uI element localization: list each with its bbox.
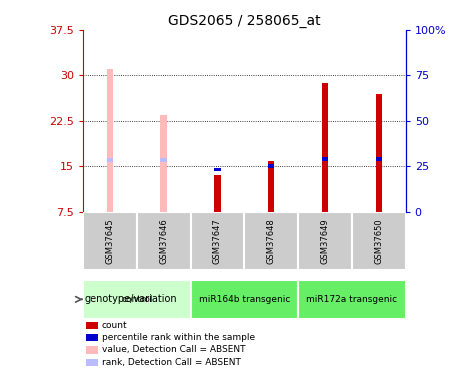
Text: percentile rank within the sample: percentile rank within the sample (102, 333, 255, 342)
Text: rank, Detection Call = ABSENT: rank, Detection Call = ABSENT (102, 358, 241, 367)
Text: GSM37650: GSM37650 (374, 218, 383, 264)
Bar (268, 165, 274, 168)
Bar (214, 176, 221, 212)
Bar (137, 212, 190, 270)
Text: genotype/variation: genotype/variation (84, 294, 177, 304)
Bar (376, 94, 382, 212)
Bar (86, 359, 97, 366)
Bar (160, 115, 167, 212)
Bar (244, 212, 298, 270)
Bar (322, 157, 328, 161)
Text: control: control (121, 295, 153, 304)
Bar (268, 162, 274, 212)
Bar (86, 346, 97, 354)
Text: value, Detection Call = ABSENT: value, Detection Call = ABSENT (102, 345, 245, 354)
Bar (352, 212, 406, 270)
Text: miR164b transgenic: miR164b transgenic (199, 295, 290, 304)
Text: GSM37649: GSM37649 (320, 218, 330, 264)
Bar (298, 280, 406, 319)
Text: GSM37648: GSM37648 (267, 218, 276, 264)
Bar (86, 322, 97, 329)
Bar (298, 212, 352, 270)
Text: GSM37645: GSM37645 (106, 218, 114, 264)
Title: GDS2065 / 258065_at: GDS2065 / 258065_at (168, 13, 321, 28)
Bar (214, 168, 221, 171)
Bar (160, 158, 167, 162)
Bar (106, 69, 113, 212)
Bar (83, 212, 137, 270)
Bar (190, 212, 244, 270)
Bar (322, 83, 328, 212)
Bar (83, 280, 190, 319)
Bar (376, 157, 382, 161)
Text: count: count (102, 321, 127, 330)
Text: miR172a transgenic: miR172a transgenic (306, 295, 397, 304)
Text: GSM37647: GSM37647 (213, 218, 222, 264)
Text: GSM37646: GSM37646 (159, 218, 168, 264)
Bar (106, 158, 113, 162)
Bar (86, 334, 97, 341)
Bar (190, 280, 298, 319)
